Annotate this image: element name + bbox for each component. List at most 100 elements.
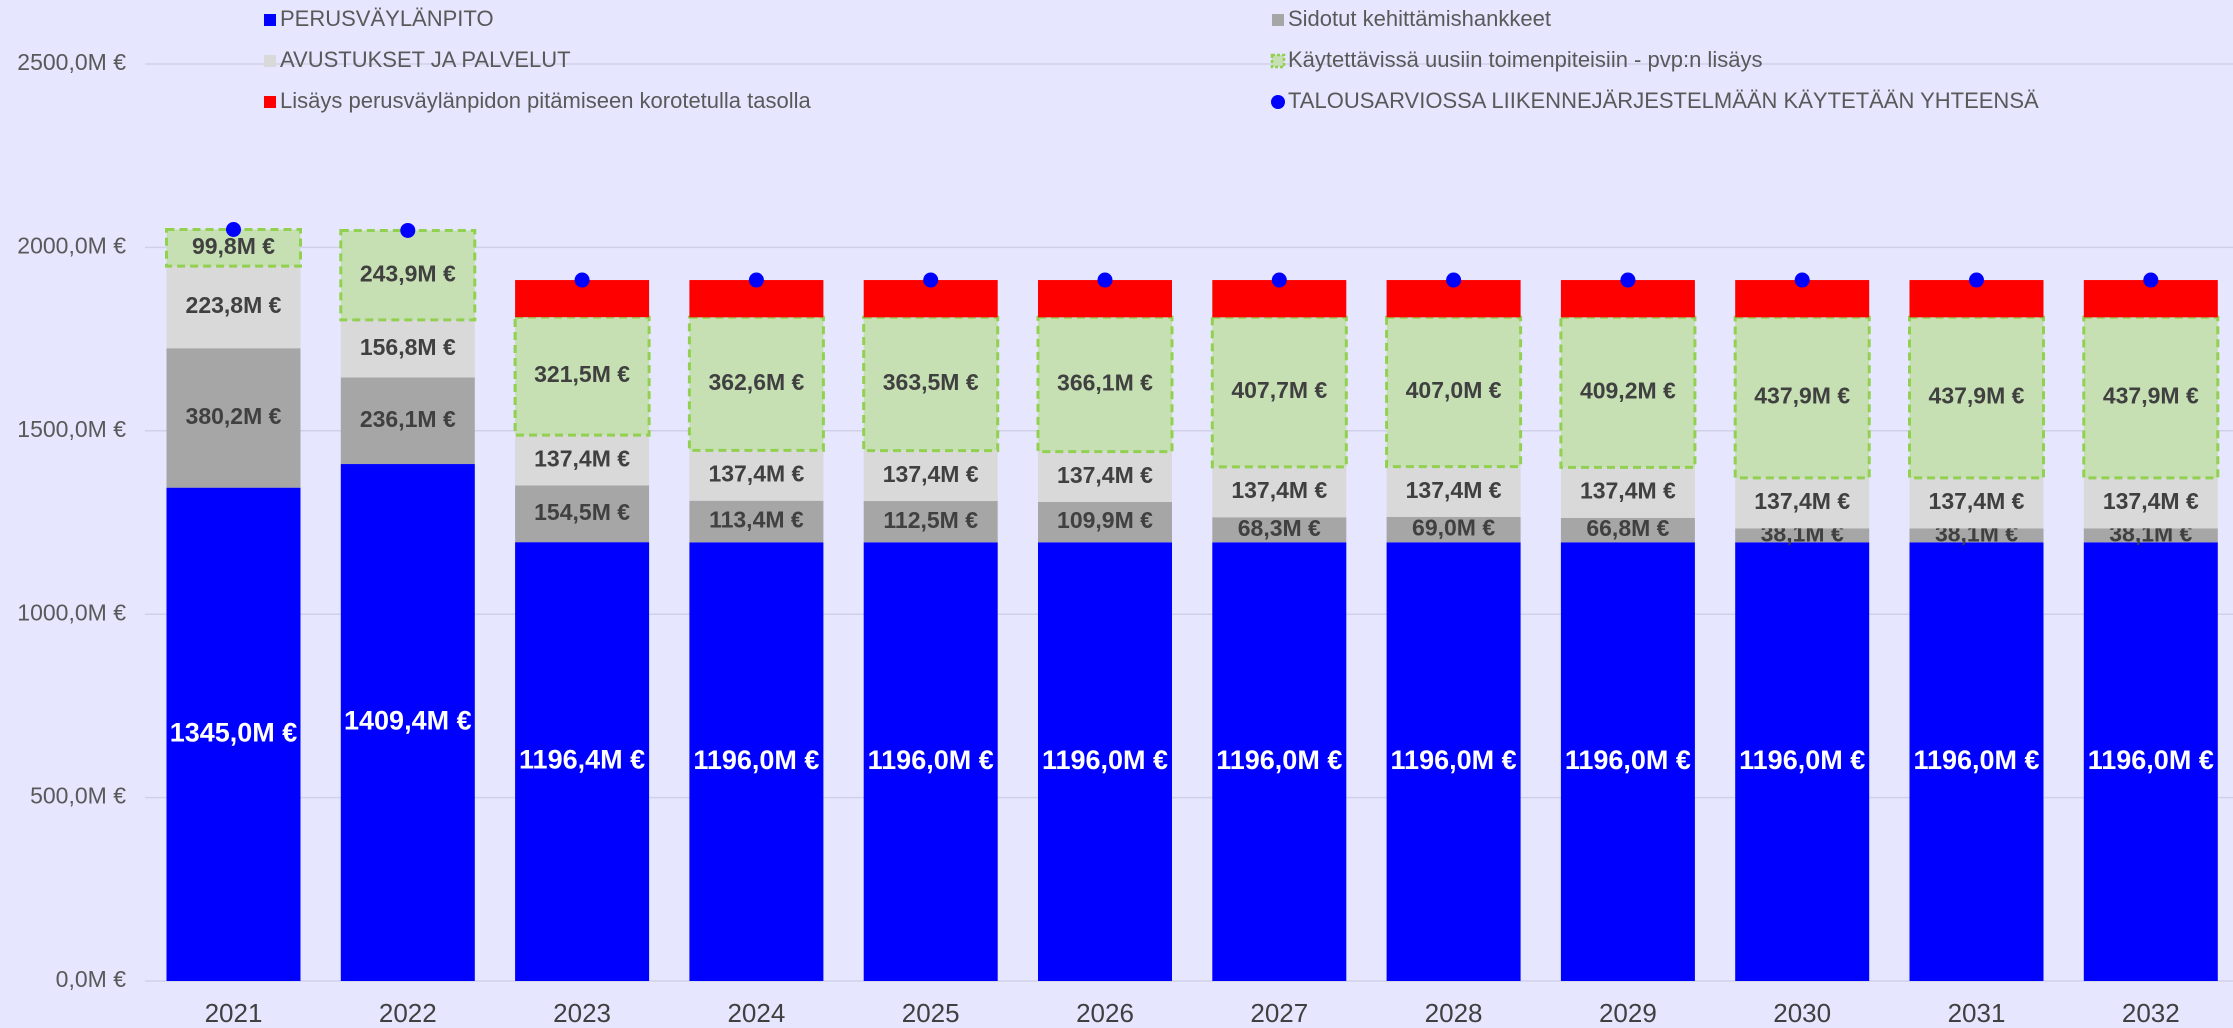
total-dot	[1620, 272, 1636, 288]
total-dot	[1794, 272, 1810, 288]
bar-segment	[1212, 517, 1347, 543]
bar-segment	[2083, 528, 2218, 543]
data-label: 112,5M €	[883, 507, 978, 533]
legend-label: TALOUSARVIOSSA LIIKENNEJÄRJESTELMÄÄN KÄY…	[1288, 88, 2039, 113]
data-label: 1196,0M €	[1565, 745, 1691, 775]
total-dot	[226, 222, 241, 238]
data-label: 137,4M €	[1754, 488, 1850, 514]
data-label: 409,2M €	[1580, 377, 1676, 403]
x-tick-label: 2023	[553, 998, 611, 1028]
data-label: 137,4M €	[1231, 477, 1327, 503]
data-label: 99,8M €	[192, 233, 275, 259]
bar-segment	[513, 315, 651, 437]
legend-swatch	[264, 55, 276, 67]
bar-segment	[863, 542, 998, 981]
bar-segment	[689, 500, 824, 543]
legend-label: PERUSVÄYLÄNPITO	[280, 6, 494, 31]
bar-segment	[515, 485, 650, 543]
data-label: 437,9M €	[1929, 383, 2025, 409]
data-label: 1196,0M €	[868, 745, 994, 775]
bar-segment	[1038, 451, 1172, 502]
x-tick-label: 2024	[727, 998, 785, 1028]
x-tick-label: 2031	[1948, 998, 2006, 1028]
data-label: 407,0M €	[1406, 377, 1502, 403]
data-label: 1196,0M €	[1913, 745, 2039, 775]
bar-segment	[166, 348, 301, 488]
bar-segment	[515, 435, 650, 486]
data-label: 1196,0M €	[1739, 745, 1865, 775]
total-dot	[2143, 272, 2159, 288]
x-tick-label: 2027	[1250, 998, 1308, 1028]
bar-segment	[1212, 542, 1347, 981]
legend-swatch	[1272, 14, 1284, 26]
legend-swatch	[1271, 95, 1285, 109]
bar-segment	[1038, 501, 1172, 543]
data-label: 243,9M €	[360, 260, 456, 286]
bar-segment	[166, 487, 301, 981]
data-label: 137,4M €	[534, 445, 630, 471]
data-label: 137,4M €	[2103, 488, 2199, 514]
x-tick-label: 2025	[902, 998, 960, 1028]
legend-swatch	[264, 96, 276, 108]
x-tick-label: 2032	[2122, 998, 2180, 1028]
bar-segment	[1559, 315, 1697, 469]
x-tick-label: 2030	[1773, 998, 1831, 1028]
x-tick-label: 2029	[1599, 998, 1657, 1028]
bar-segment	[2083, 477, 2218, 529]
bar-segment	[1560, 467, 1695, 518]
bar-segment	[515, 542, 650, 981]
total-dot	[748, 272, 764, 288]
total-dot	[1271, 272, 1287, 288]
bar-segment	[863, 501, 998, 543]
data-label: 366,1M €	[1057, 370, 1153, 396]
total-dot	[574, 272, 590, 288]
bar-segment	[1386, 466, 1521, 517]
total-dot	[1097, 272, 1113, 288]
x-tick-label: 2021	[205, 998, 263, 1028]
bar-segment	[340, 464, 475, 981]
legend-swatch	[1270, 53, 1286, 69]
data-label: 1345,0M €	[170, 717, 298, 747]
data-label: 109,9M €	[1057, 507, 1153, 533]
legend-label: AVUSTUKSET JA PALVELUT	[280, 47, 571, 72]
x-tick-label: 2022	[379, 998, 437, 1028]
bar-segment	[863, 450, 998, 502]
bar-segment	[1909, 528, 2044, 543]
data-label: 1196,0M €	[1216, 745, 1342, 775]
data-label: 66,8M €	[1586, 515, 1669, 541]
data-label: 137,4M €	[1057, 462, 1153, 488]
data-label: 154,5M €	[534, 499, 630, 525]
data-label: 363,5M €	[883, 369, 979, 395]
data-label: 437,9M €	[2103, 383, 2199, 409]
x-tick-label: 2028	[1425, 998, 1483, 1028]
data-label: 407,7M €	[1231, 377, 1327, 403]
data-label: 1196,0M €	[1391, 745, 1517, 775]
bar-segment	[1735, 542, 1870, 981]
data-label: 362,6M €	[708, 369, 804, 395]
bar-segment	[1386, 542, 1521, 981]
bar-segment	[689, 450, 824, 501]
legend-label: Sidotut kehittämishankkeet	[1288, 6, 1551, 31]
bar-segment	[1733, 315, 1871, 480]
bar-segment	[1735, 477, 1870, 529]
data-label: 380,2M €	[186, 403, 282, 429]
y-tick-label: 0,0M €	[56, 966, 127, 992]
bar-segment	[862, 315, 1000, 453]
bar-segment	[166, 266, 301, 349]
y-tick-label: 1500,0M €	[17, 416, 126, 442]
data-label: 236,1M €	[360, 406, 456, 432]
data-label: 68,3M €	[1238, 515, 1321, 541]
y-tick-label: 1000,0M €	[17, 599, 126, 625]
legend-label: Käytettävissä uusiin toimenpiteisiin - p…	[1288, 47, 1762, 72]
bar-segment	[689, 542, 824, 981]
data-label: 223,8M €	[186, 292, 282, 318]
data-label: 137,4M €	[1580, 478, 1676, 504]
bar-segment	[340, 319, 475, 378]
bar-segment	[687, 315, 825, 452]
data-label: 156,8M €	[360, 334, 456, 360]
bar-segment	[1386, 516, 1521, 543]
data-label: 113,4M €	[709, 507, 804, 533]
data-label: 1196,0M €	[1042, 745, 1168, 775]
total-dot	[400, 222, 416, 238]
